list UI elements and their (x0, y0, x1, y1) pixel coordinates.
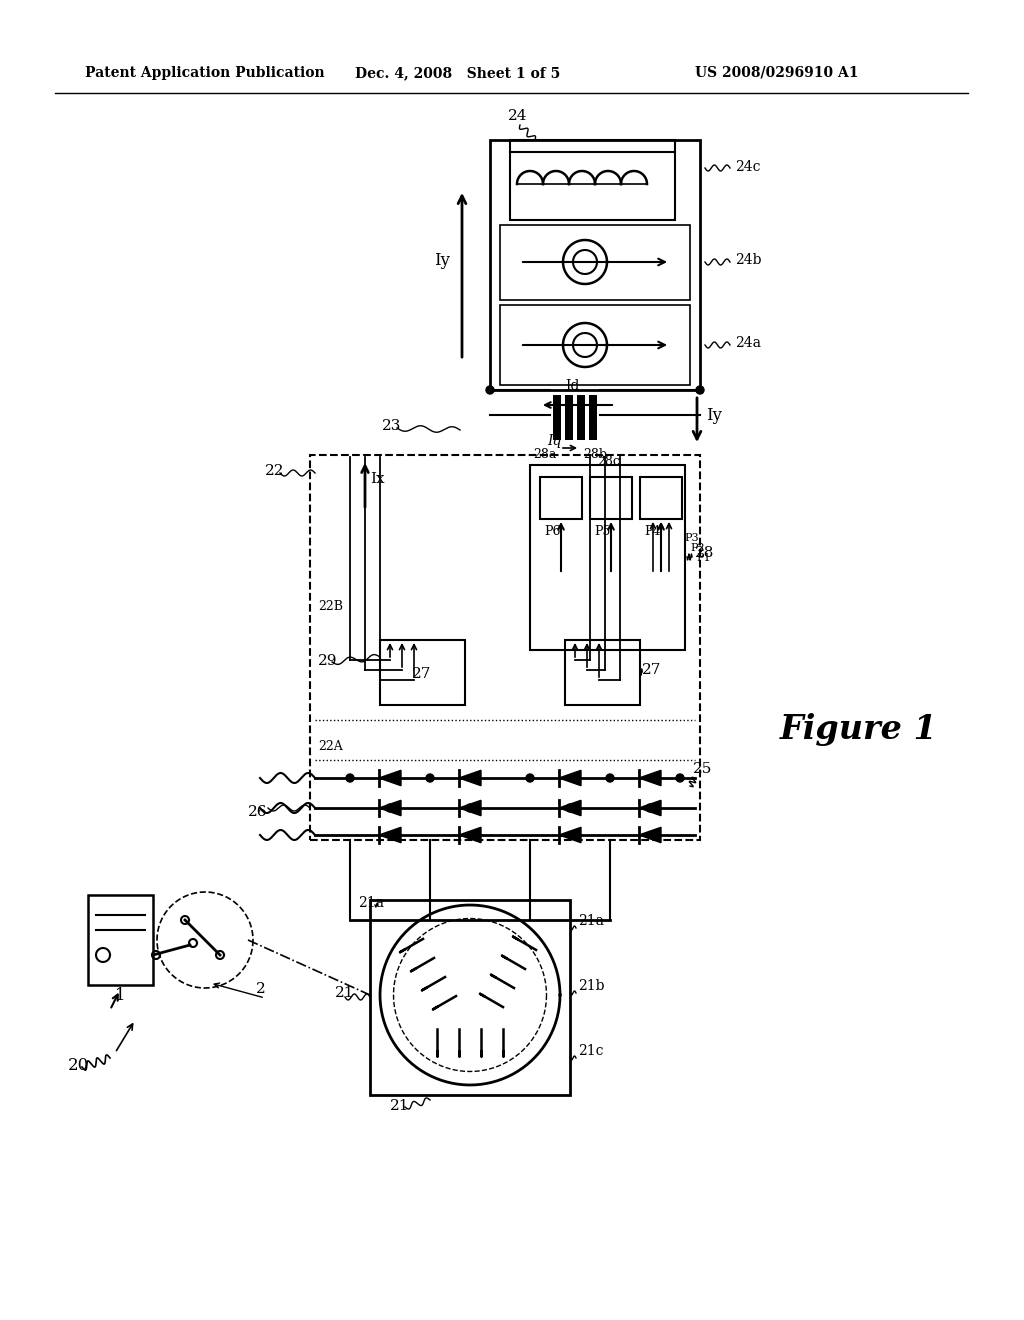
Text: 21a: 21a (578, 913, 604, 928)
Text: 22: 22 (265, 465, 285, 478)
Circle shape (606, 774, 614, 781)
Text: 22B: 22B (318, 601, 343, 612)
Text: 26: 26 (248, 805, 267, 818)
Bar (540, 477, 582, 519)
Bar (370, 900, 570, 1096)
Text: P2: P2 (690, 543, 705, 553)
Text: 21a: 21a (358, 896, 384, 909)
Circle shape (386, 804, 394, 812)
Text: P3: P3 (684, 533, 698, 543)
Text: 24b: 24b (735, 253, 762, 267)
Text: 21b: 21b (578, 979, 604, 993)
Circle shape (676, 774, 684, 781)
Text: 21c: 21c (578, 1044, 603, 1059)
Bar (490, 140, 700, 389)
Bar (553, 395, 561, 440)
Text: 20: 20 (68, 1057, 89, 1074)
Circle shape (566, 804, 574, 812)
Polygon shape (459, 771, 481, 785)
Bar (88, 895, 153, 985)
Bar (310, 455, 700, 840)
Text: Dec. 4, 2008   Sheet 1 of 5: Dec. 4, 2008 Sheet 1 of 5 (355, 66, 560, 81)
Text: Figure 1: Figure 1 (780, 714, 938, 747)
Polygon shape (639, 771, 662, 785)
Polygon shape (559, 771, 581, 785)
Text: 24c: 24c (735, 160, 761, 174)
Circle shape (696, 385, 705, 393)
Circle shape (646, 804, 654, 812)
Text: Iq: Iq (547, 434, 561, 447)
Text: 24a: 24a (735, 337, 761, 350)
Circle shape (346, 774, 354, 781)
Text: 28a: 28a (534, 447, 556, 461)
Circle shape (526, 774, 534, 781)
Text: 21: 21 (335, 986, 354, 1001)
Text: 21: 21 (390, 1100, 410, 1113)
Text: P4: P4 (644, 525, 660, 539)
Bar (500, 305, 690, 385)
Bar (577, 395, 585, 440)
Bar (589, 395, 597, 440)
Text: 29: 29 (318, 653, 338, 668)
Circle shape (486, 385, 494, 393)
Text: 24: 24 (508, 110, 527, 123)
Bar (590, 477, 632, 519)
Polygon shape (639, 828, 662, 842)
Text: P5: P5 (594, 525, 610, 539)
Polygon shape (639, 800, 662, 816)
Circle shape (466, 804, 474, 812)
Text: US 2008/0296910 A1: US 2008/0296910 A1 (695, 66, 858, 81)
Circle shape (426, 774, 434, 781)
Bar (380, 640, 465, 705)
Text: 28: 28 (695, 546, 715, 560)
Polygon shape (379, 771, 401, 785)
Text: 22A: 22A (318, 741, 343, 752)
Polygon shape (379, 828, 401, 842)
Polygon shape (459, 800, 481, 816)
Text: 27: 27 (642, 663, 662, 677)
Polygon shape (559, 800, 581, 816)
Text: P6: P6 (544, 525, 560, 539)
Text: 2: 2 (256, 982, 266, 997)
Polygon shape (559, 828, 581, 842)
Bar (530, 465, 685, 649)
Polygon shape (379, 800, 401, 816)
Text: Iy: Iy (434, 252, 450, 269)
Bar (510, 152, 675, 220)
Bar (565, 640, 640, 705)
Text: 27: 27 (413, 667, 432, 681)
Text: P1: P1 (696, 553, 711, 564)
Text: Ix: Ix (370, 473, 385, 486)
Text: 28c: 28c (597, 455, 620, 469)
Bar (640, 477, 682, 519)
Polygon shape (459, 828, 481, 842)
Text: 1: 1 (115, 987, 125, 1005)
Text: Iy: Iy (706, 407, 722, 424)
Bar (565, 395, 573, 440)
Text: 25: 25 (693, 762, 713, 776)
Text: Patent Application Publication: Patent Application Publication (85, 66, 325, 81)
Text: 28b: 28b (583, 447, 607, 461)
Text: Id: Id (565, 379, 580, 393)
Bar (500, 224, 690, 300)
Text: 23: 23 (382, 418, 401, 433)
